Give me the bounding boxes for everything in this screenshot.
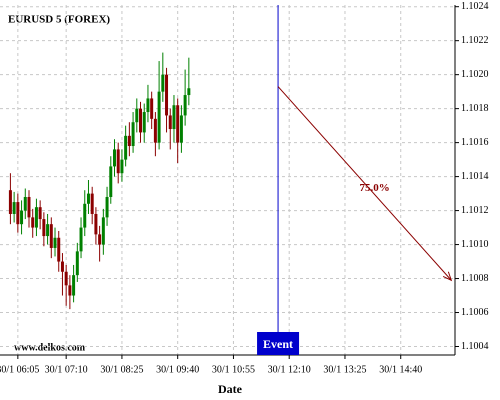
candle-body [105, 196, 109, 218]
candle-body [165, 74, 169, 116]
y-tick-label: 1.1006 [461, 307, 489, 318]
candle-body [23, 196, 27, 211]
y-tick-label: 1.1024 [461, 1, 489, 12]
candle-body [75, 251, 79, 276]
candle-body [127, 135, 131, 147]
x-tick-label: 30/1 08:25 [100, 364, 143, 375]
chart-title: EURUSD 5 (FOREX) [8, 14, 110, 26]
candle-body [109, 166, 113, 197]
x-tick-label: 30/1 12:10 [268, 364, 311, 375]
candle-body [168, 115, 172, 130]
arrow-label: 75.0% [360, 182, 390, 194]
candle-body [72, 275, 76, 296]
x-tick-label: 30/1 07:10 [45, 364, 88, 375]
candle-body [161, 74, 165, 92]
y-tick-label: 1.1022 [461, 35, 489, 46]
candle-body [172, 105, 176, 130]
candle-body [90, 193, 94, 214]
candle-body [86, 193, 90, 204]
watermark: www.delkos.com [14, 342, 86, 353]
candle-body [187, 88, 191, 96]
candle-body [94, 213, 98, 235]
candle-body [53, 237, 57, 248]
forecast-arrow [277, 86, 452, 281]
candle-body [27, 196, 31, 218]
y-tick-label: 1.1018 [461, 103, 489, 114]
candle-body [83, 203, 87, 228]
y-tick-label: 1.1020 [461, 69, 489, 80]
y-tick-label: 1.1012 [461, 205, 489, 216]
candle-body [139, 108, 143, 133]
candle-body [98, 234, 102, 245]
candle-body [124, 135, 128, 160]
candle-body [38, 207, 42, 220]
candle-body [142, 112, 146, 133]
x-axis-label: Date [218, 382, 243, 396]
x-tick-label: 30/1 06:05 [0, 364, 39, 375]
candle-body [176, 105, 180, 143]
event-label: Event [263, 337, 293, 351]
candle-body [34, 207, 38, 228]
candle-body [46, 224, 50, 237]
candle-body [60, 261, 64, 272]
candle-body [131, 122, 135, 147]
x-tick-label: 30/1 09:40 [156, 364, 199, 375]
y-tick-label: 1.1004 [461, 341, 489, 352]
candle-body [68, 285, 72, 296]
candle-body [179, 115, 183, 143]
candle-body [42, 219, 46, 237]
y-tick-label: 1.1016 [461, 137, 489, 148]
candle-body [31, 217, 35, 228]
candle-body [20, 210, 24, 225]
arrow-head [442, 271, 453, 282]
candle-body [79, 227, 83, 252]
candle-body [150, 98, 154, 119]
x-tick-label: 30/1 13:25 [323, 364, 366, 375]
x-tick-label: 30/1 14:40 [379, 364, 422, 375]
candle-body [16, 202, 20, 225]
candle-body [120, 159, 124, 174]
x-tick-label: 30/1 10:55 [212, 364, 255, 375]
candle-body [112, 149, 116, 167]
y-tick-label: 1.1010 [461, 239, 489, 250]
candle-body [153, 118, 157, 143]
candle-body [49, 224, 53, 248]
candle-body [101, 217, 105, 245]
candle-body [157, 91, 161, 143]
candle-body [8, 190, 12, 214]
candle-body [64, 271, 68, 286]
candle-body [146, 98, 150, 113]
candle-body [57, 237, 61, 262]
candle-body [12, 202, 16, 214]
event-box [257, 332, 300, 355]
y-tick-label: 1.1014 [461, 171, 489, 182]
y-tick-label: 1.1008 [461, 273, 489, 284]
candle-body [116, 149, 120, 174]
candle-body [135, 108, 139, 123]
candle-body [183, 95, 187, 116]
